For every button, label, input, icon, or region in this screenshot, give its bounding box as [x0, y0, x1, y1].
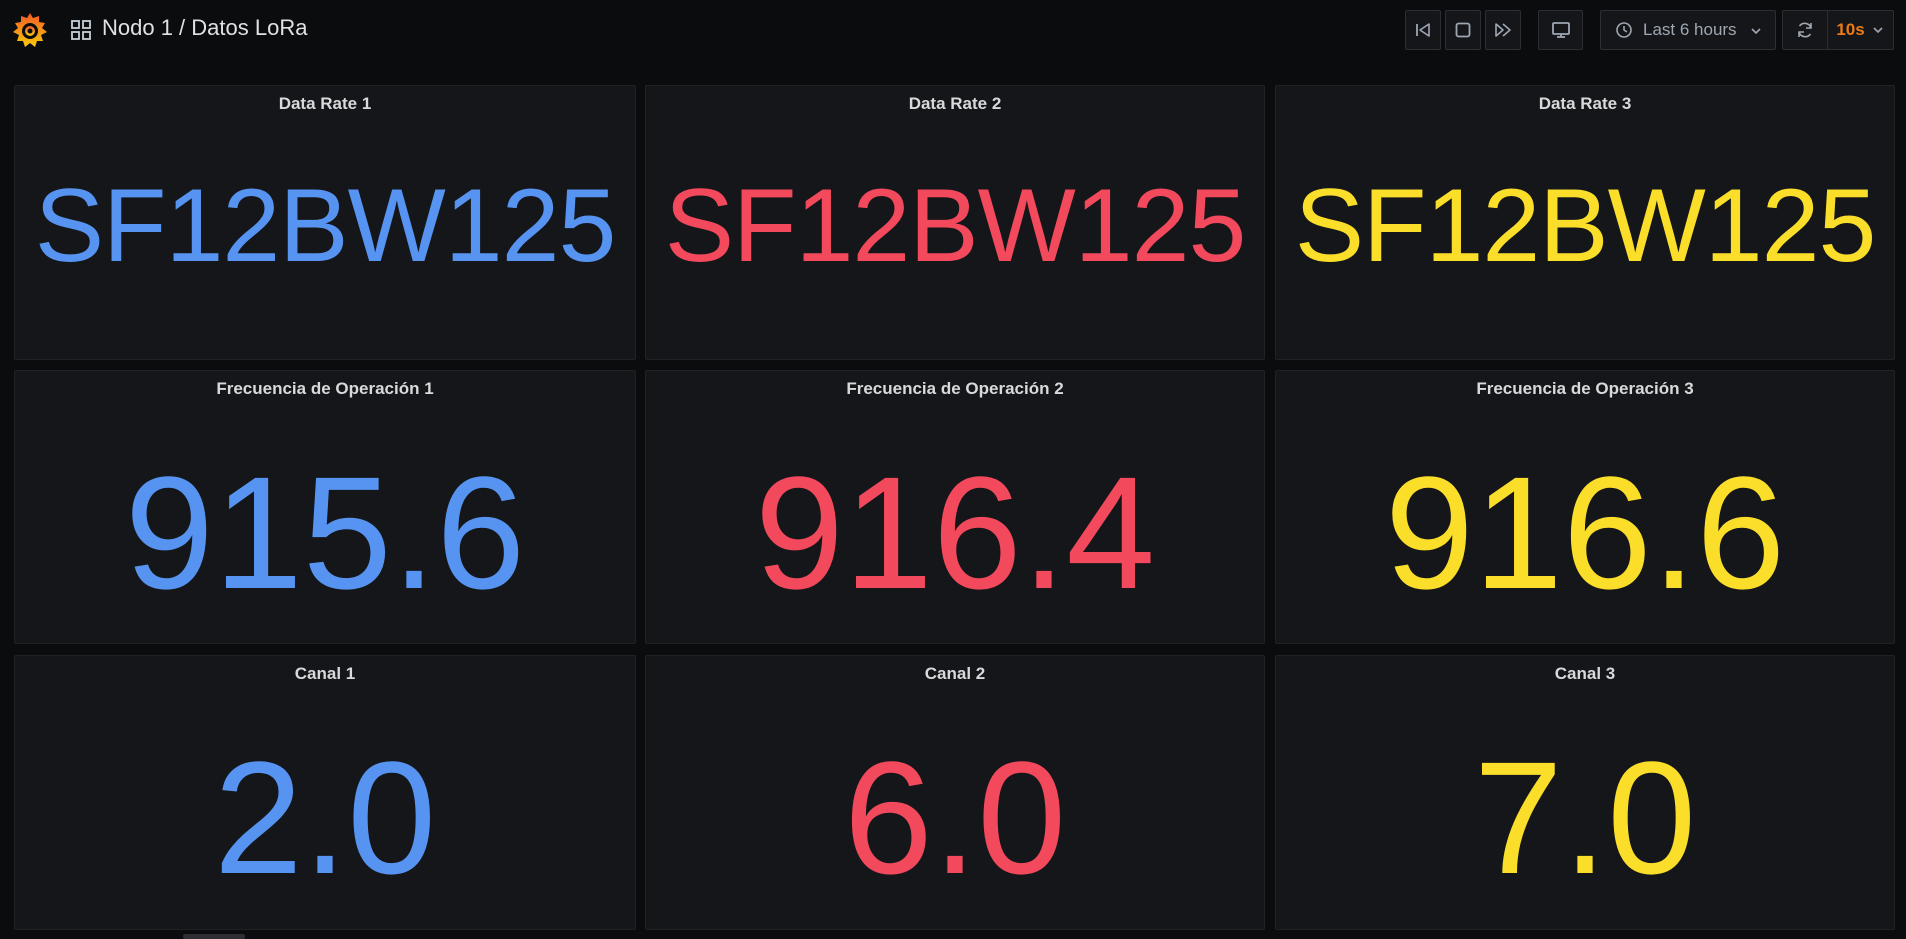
stat-value: 916.6 [1384, 443, 1786, 622]
panel-frecuencia-2[interactable]: Frecuencia de Operación 2 916.4 [645, 370, 1265, 644]
breadcrumb[interactable]: Nodo 1 / Datos LoRa [102, 15, 308, 40]
chevron-down-icon [1751, 28, 1761, 35]
panel-title[interactable]: Frecuencia de Operación 2 [846, 379, 1064, 398]
panel-data-rate-2[interactable]: Data Rate 2 SF12BW125 [645, 85, 1265, 360]
stat-value: 916.4 [754, 443, 1156, 622]
stat-value: SF12BW125 [1294, 168, 1877, 284]
time-forward-icon [1495, 23, 1511, 37]
panel-data-rate-3[interactable]: Data Rate 3 SF12BW125 [1275, 85, 1895, 360]
panel-canal-1[interactable]: Canal 1 2.0 [14, 655, 636, 930]
time-range-label: Last 6 hours [1643, 20, 1737, 39]
panel-canal-3[interactable]: Canal 3 7.0 [1275, 655, 1895, 930]
chevron-down-icon [1873, 27, 1883, 34]
time-range-picker[interactable]: Last 6 hours [1600, 10, 1776, 50]
panel-title[interactable]: Frecuencia de Operación 3 [1476, 379, 1694, 398]
grafana-logo-icon[interactable] [10, 10, 50, 50]
stat-value: 6.0 [843, 728, 1067, 907]
stop-icon [1455, 22, 1471, 38]
dashboard-grid-icon[interactable] [70, 19, 92, 41]
stat-value: SF12BW125 [34, 168, 617, 284]
panel-title[interactable]: Canal 1 [294, 664, 356, 683]
horizontal-scrollbar[interactable] [183, 934, 245, 939]
panel-title[interactable]: Data Rate 1 [278, 94, 372, 113]
refresh-interval-label: 10s [1836, 20, 1865, 39]
stat-value: 7.0 [1473, 728, 1697, 907]
time-shift-back-button[interactable] [1405, 10, 1441, 50]
panel-data-rate-1[interactable]: Data Rate 1 SF12BW125 [14, 85, 636, 360]
stat-value: 2.0 [213, 728, 437, 907]
panel-title[interactable]: Canal 3 [1554, 664, 1616, 683]
time-shift-forward-button[interactable] [1485, 10, 1521, 50]
clock-icon [1616, 22, 1632, 38]
panel-title[interactable]: Canal 2 [924, 664, 986, 683]
panel-title[interactable]: Data Rate 3 [1538, 94, 1632, 113]
stop-button[interactable] [1445, 10, 1481, 50]
panel-frecuencia-3[interactable]: Frecuencia de Operación 3 916.6 [1275, 370, 1895, 644]
panel-frecuencia-1[interactable]: Frecuencia de Operación 1 915.6 [14, 370, 636, 644]
stat-value: 915.6 [124, 443, 526, 622]
tv-mode-icon [1551, 22, 1570, 38]
panel-title[interactable]: Data Rate 2 [908, 94, 1002, 113]
panel-title[interactable]: Frecuencia de Operación 1 [216, 379, 434, 398]
top-navbar: Nodo 1 / Datos LoRa Last 6 hours [0, 0, 1906, 62]
stat-value: SF12BW125 [664, 168, 1247, 284]
refresh-button[interactable] [1783, 11, 1828, 49]
refresh-icon [1798, 22, 1812, 38]
refresh-interval-dropdown[interactable]: 10s [1828, 11, 1893, 49]
time-back-icon [1416, 23, 1430, 37]
refresh-picker: 10s [1782, 10, 1894, 50]
panel-canal-2[interactable]: Canal 2 6.0 [645, 655, 1265, 930]
tv-mode-button[interactable] [1538, 10, 1583, 50]
